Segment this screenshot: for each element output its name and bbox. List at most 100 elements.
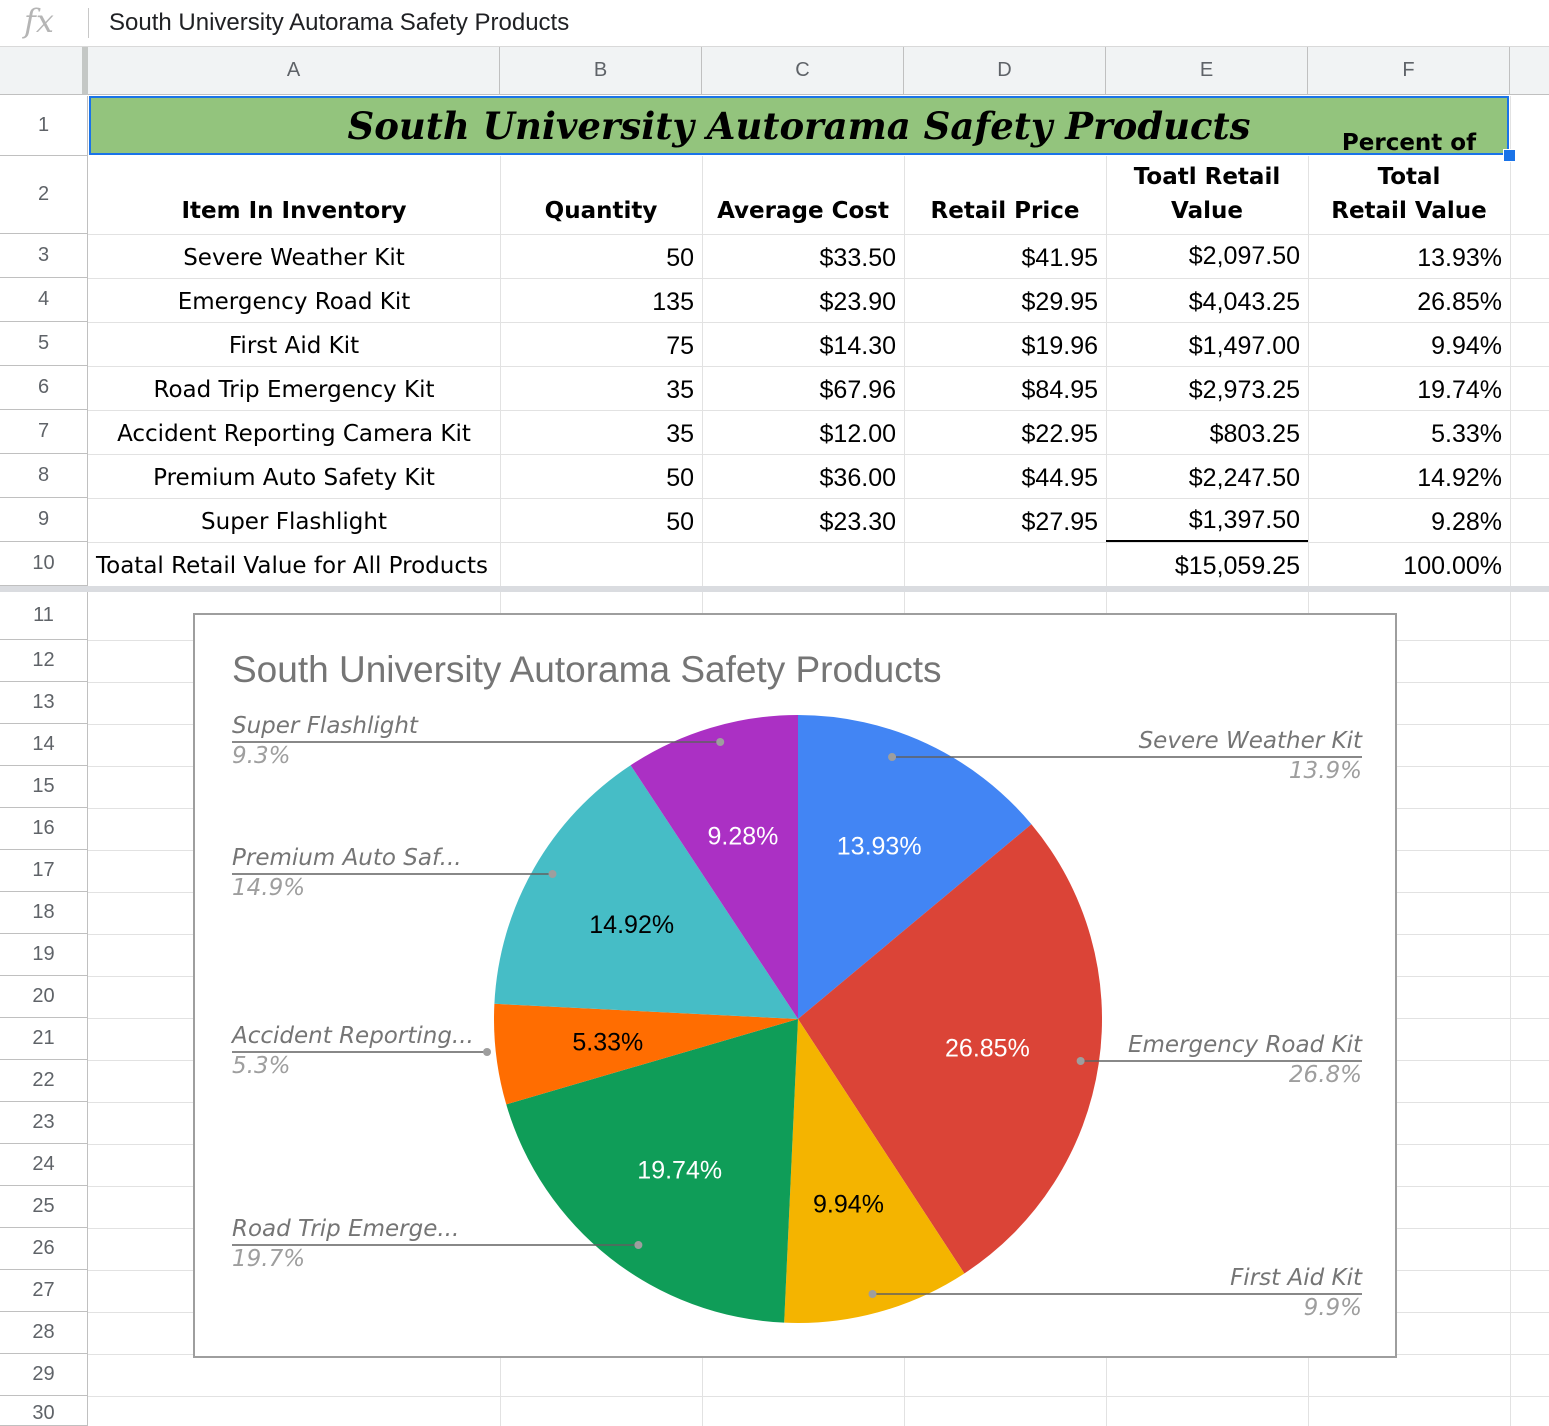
fill-handle[interactable] [1503, 149, 1516, 162]
pie-slice-severe-weather-kit[interactable] [798, 715, 1032, 1019]
column-header-f[interactable]: F [1308, 47, 1510, 95]
retail-price-cell[interactable]: $41.95 [1021, 243, 1098, 272]
header-item[interactable]: Item In Inventory [88, 156, 500, 234]
row-header[interactable]: 10 [0, 542, 88, 586]
percent-of-total-cell[interactable]: 9.94% [1431, 331, 1502, 360]
retail-price-cell[interactable]: $84.95 [1021, 375, 1098, 404]
grand-total-cell[interactable]: $15,059.25 [1174, 551, 1300, 580]
row-header[interactable]: 11 [0, 592, 88, 640]
row-header[interactable]: 30 [0, 1396, 88, 1426]
pie-slice-accident-reporting-camera-kit[interactable] [494, 1003, 798, 1105]
percent-of-total-cell[interactable]: 9.28% [1431, 507, 1502, 536]
item-name-cell[interactable]: Accident Reporting Camera Kit [117, 421, 471, 447]
row-header[interactable]: 28 [0, 1312, 88, 1354]
row-header[interactable]: 25 [0, 1186, 88, 1228]
pie-slice-emergency-road-kit[interactable] [798, 824, 1102, 1274]
pie-slice-premium-auto-safety-kit[interactable] [494, 765, 798, 1019]
total-retail-value-cell[interactable]: $803.25 [1209, 419, 1300, 448]
total-retail-value-cell[interactable]: $1,497.00 [1188, 331, 1300, 360]
percent-of-total-cell[interactable]: 26.85% [1417, 287, 1502, 316]
pie-chart[interactable]: South University Autorama Safety Product… [193, 613, 1397, 1358]
item-name-cell[interactable]: Super Flashlight [201, 509, 387, 535]
row-header[interactable]: 23 [0, 1102, 88, 1144]
item-name-cell[interactable]: Emergency Road Kit [177, 289, 411, 315]
retail-price-cell[interactable]: $29.95 [1021, 287, 1098, 316]
column-header-d[interactable]: D [904, 47, 1106, 95]
percent-of-total-cell[interactable]: 14.92% [1417, 463, 1502, 492]
row-header[interactable]: 1 [0, 96, 88, 156]
column-header-b[interactable]: B [500, 47, 702, 95]
row-header[interactable]: 5 [0, 322, 88, 366]
quantity-cell[interactable]: 50 [666, 463, 694, 492]
header-percent-of-total[interactable]: Percent of Total Retail Value [1308, 130, 1510, 234]
quantity-cell[interactable]: 35 [666, 375, 694, 404]
header-total-retail-value[interactable]: Toatl Retail Value [1106, 156, 1308, 234]
row-header[interactable]: 21 [0, 1018, 88, 1060]
row-header[interactable]: 24 [0, 1144, 88, 1186]
percent-total-cell[interactable]: 100.00% [1403, 551, 1502, 580]
average-cost-cell[interactable]: $23.30 [819, 507, 896, 536]
column-header-e[interactable]: E [1106, 47, 1308, 95]
row-header[interactable]: 22 [0, 1060, 88, 1102]
frozen-rows-divider[interactable] [0, 586, 1549, 592]
row-header[interactable]: 3 [0, 234, 88, 278]
row-header[interactable]: 18 [0, 892, 88, 934]
item-name-cell[interactable]: First Aid Kit [228, 333, 360, 359]
average-cost-cell[interactable]: $67.96 [819, 375, 896, 404]
column-header-c[interactable]: C [702, 47, 904, 95]
header-quantity[interactable]: Quantity [500, 156, 702, 234]
row-header[interactable]: 16 [0, 808, 88, 850]
item-name-cell[interactable]: Severe Weather Kit [183, 245, 405, 271]
average-cost-cell[interactable]: $12.00 [819, 419, 896, 448]
sheet-title-cell[interactable]: South University Autorama Safety Product… [89, 96, 1509, 155]
average-cost-cell[interactable]: $23.90 [819, 287, 896, 316]
row-header[interactable]: 15 [0, 766, 88, 808]
row-header[interactable]: 4 [0, 278, 88, 322]
row-header[interactable]: 27 [0, 1270, 88, 1312]
header-retail-price[interactable]: Retail Price [904, 156, 1106, 234]
row-header[interactable]: 29 [0, 1354, 88, 1396]
total-retail-value-cell[interactable]: $2,097.50 [1188, 241, 1300, 270]
row-header[interactable]: 8 [0, 454, 88, 498]
percent-of-total-cell[interactable]: 13.93% [1417, 243, 1502, 272]
row-header[interactable]: 9 [0, 498, 88, 542]
percent-of-total-cell[interactable]: 19.74% [1417, 375, 1502, 404]
row-header[interactable]: 7 [0, 410, 88, 454]
average-cost-cell[interactable]: $14.30 [819, 331, 896, 360]
formula-input[interactable]: South University Autorama Safety Product… [109, 9, 570, 36]
retail-price-cell[interactable]: $22.95 [1021, 419, 1098, 448]
total-retail-value-cell[interactable]: $1,397.50 [1106, 500, 1308, 542]
row-header[interactable]: 14 [0, 724, 88, 766]
average-cost-cell[interactable]: $33.50 [819, 243, 896, 272]
total-retail-value-cell[interactable]: $4,043.25 [1188, 287, 1300, 316]
item-name-cell[interactable]: Road Trip Emergency Kit [153, 377, 435, 403]
header-average-cost[interactable]: Average Cost [702, 156, 904, 234]
row-header[interactable]: 20 [0, 976, 88, 1018]
row-header[interactable]: 12 [0, 640, 88, 682]
pie-slice-road-trip-emergency-kit[interactable] [506, 1019, 798, 1323]
quantity-cell[interactable]: 35 [666, 419, 694, 448]
total-label-cell[interactable]: Toatal Retail Value for All Products [96, 553, 488, 579]
quantity-cell[interactable]: 135 [652, 287, 694, 316]
retail-price-cell[interactable]: $27.95 [1021, 507, 1098, 536]
row-header[interactable]: 6 [0, 366, 88, 410]
row-header[interactable]: 13 [0, 682, 88, 724]
item-name-cell[interactable]: Premium Auto Safety Kit [153, 465, 435, 491]
row-header[interactable]: 26 [0, 1228, 88, 1270]
total-retail-value-cell[interactable]: $2,247.50 [1188, 463, 1300, 492]
row-header[interactable]: 2 [0, 156, 88, 234]
retail-price-cell[interactable]: $19.96 [1021, 331, 1098, 360]
pie-slice-super-flashlight[interactable] [630, 715, 798, 1019]
average-cost-cell[interactable]: $36.00 [819, 463, 896, 492]
select-all-corner[interactable] [0, 47, 88, 95]
quantity-cell[interactable]: 50 [666, 243, 694, 272]
row-header[interactable]: 19 [0, 934, 88, 976]
quantity-cell[interactable]: 75 [666, 331, 694, 360]
retail-price-cell[interactable]: $44.95 [1021, 463, 1098, 492]
percent-of-total-cell[interactable]: 5.33% [1431, 419, 1502, 448]
pie-slice-first-aid-kit[interactable] [784, 1019, 965, 1323]
column-header-a[interactable]: A [88, 47, 500, 95]
quantity-cell[interactable]: 50 [666, 507, 694, 536]
row-header[interactable]: 17 [0, 850, 88, 892]
total-retail-value-cell[interactable]: $2,973.25 [1188, 375, 1300, 404]
